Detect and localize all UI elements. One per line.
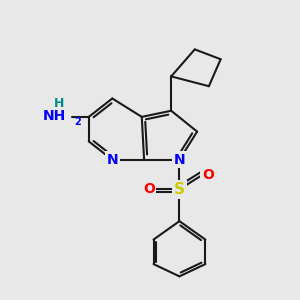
Text: S: S xyxy=(174,182,185,197)
Text: H: H xyxy=(54,98,64,110)
Text: NH: NH xyxy=(43,109,66,123)
Text: N: N xyxy=(174,153,185,167)
Text: N: N xyxy=(106,153,118,167)
Text: O: O xyxy=(143,182,155,196)
Text: 2: 2 xyxy=(75,117,81,127)
Text: O: O xyxy=(202,167,214,182)
